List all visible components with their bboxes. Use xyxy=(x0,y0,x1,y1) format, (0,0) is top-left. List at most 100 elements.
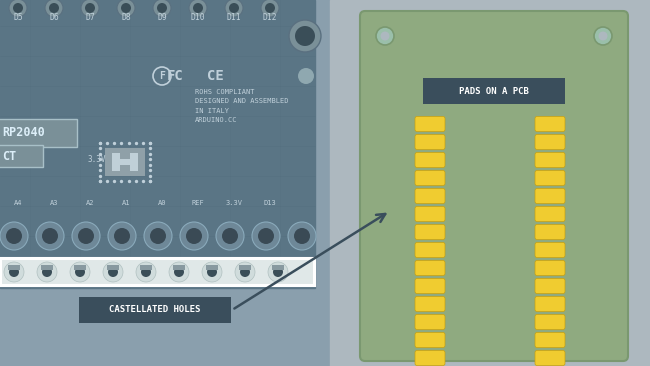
Circle shape xyxy=(216,222,244,250)
Circle shape xyxy=(42,228,58,244)
Point xyxy=(145,173,155,179)
Circle shape xyxy=(75,267,85,277)
Text: D5: D5 xyxy=(13,14,23,22)
FancyBboxPatch shape xyxy=(415,224,445,239)
Bar xyxy=(8,265,20,270)
Circle shape xyxy=(222,228,238,244)
Bar xyxy=(41,265,53,270)
Circle shape xyxy=(157,3,167,13)
FancyBboxPatch shape xyxy=(415,134,445,149)
Text: FC: FC xyxy=(166,69,183,83)
Point xyxy=(145,140,155,146)
Circle shape xyxy=(4,262,24,282)
Circle shape xyxy=(108,222,136,250)
Text: D6: D6 xyxy=(49,14,59,22)
Text: D9: D9 xyxy=(157,14,167,22)
Text: REF: REF xyxy=(192,200,204,206)
Circle shape xyxy=(376,27,394,45)
Bar xyxy=(0,0,315,288)
Point xyxy=(145,151,155,157)
Bar xyxy=(0,0,330,366)
Circle shape xyxy=(81,0,99,17)
Text: D11: D11 xyxy=(227,14,241,22)
Bar xyxy=(272,265,284,270)
Point xyxy=(138,140,148,146)
Text: D8: D8 xyxy=(121,14,131,22)
Bar xyxy=(173,265,185,270)
Circle shape xyxy=(265,3,275,13)
Circle shape xyxy=(289,20,321,52)
Point xyxy=(95,178,105,184)
FancyBboxPatch shape xyxy=(535,206,565,221)
Circle shape xyxy=(136,262,156,282)
Circle shape xyxy=(37,262,57,282)
FancyBboxPatch shape xyxy=(535,153,565,168)
FancyBboxPatch shape xyxy=(360,11,628,361)
Circle shape xyxy=(599,31,608,41)
Point xyxy=(95,178,105,184)
Bar xyxy=(239,265,251,270)
Text: A4: A4 xyxy=(14,200,22,206)
Circle shape xyxy=(121,3,131,13)
Text: CT: CT xyxy=(2,149,16,163)
Circle shape xyxy=(273,267,283,277)
Circle shape xyxy=(229,3,239,13)
Circle shape xyxy=(0,222,28,250)
Circle shape xyxy=(261,0,279,17)
FancyBboxPatch shape xyxy=(415,171,445,186)
FancyBboxPatch shape xyxy=(415,279,445,294)
Bar xyxy=(112,159,138,165)
Circle shape xyxy=(193,3,203,13)
FancyBboxPatch shape xyxy=(535,332,565,347)
FancyBboxPatch shape xyxy=(415,206,445,221)
Bar xyxy=(1,259,314,285)
Point xyxy=(102,178,112,184)
Point xyxy=(102,140,112,146)
Circle shape xyxy=(13,3,23,13)
Circle shape xyxy=(141,267,151,277)
Point xyxy=(95,173,105,179)
Bar xyxy=(130,153,138,171)
Circle shape xyxy=(240,267,250,277)
Point xyxy=(95,167,105,173)
Circle shape xyxy=(45,0,63,17)
Text: ROHS COMPLIANT
DESIGNED AND ASSEMBLED
IN ITALY
ARDUINO.CC: ROHS COMPLIANT DESIGNED AND ASSEMBLED IN… xyxy=(195,89,289,123)
Text: 3.3V: 3.3V xyxy=(88,156,107,164)
Point xyxy=(131,140,141,146)
Circle shape xyxy=(6,228,22,244)
FancyBboxPatch shape xyxy=(79,297,231,323)
Point xyxy=(109,140,120,146)
Text: D7: D7 xyxy=(85,14,95,22)
FancyBboxPatch shape xyxy=(415,351,445,366)
Circle shape xyxy=(49,3,59,13)
Point xyxy=(95,146,105,152)
Point xyxy=(95,156,105,162)
Circle shape xyxy=(252,222,280,250)
Point xyxy=(145,167,155,173)
Point xyxy=(145,156,155,162)
FancyBboxPatch shape xyxy=(415,332,445,347)
Bar xyxy=(330,0,650,366)
Text: A3: A3 xyxy=(50,200,58,206)
Circle shape xyxy=(288,222,316,250)
FancyBboxPatch shape xyxy=(535,171,565,186)
Point xyxy=(131,178,141,184)
Circle shape xyxy=(207,267,217,277)
Text: A1: A1 xyxy=(122,200,130,206)
FancyBboxPatch shape xyxy=(535,116,565,131)
Point xyxy=(145,162,155,168)
FancyBboxPatch shape xyxy=(0,119,77,147)
FancyBboxPatch shape xyxy=(415,243,445,258)
FancyBboxPatch shape xyxy=(535,243,565,258)
Point xyxy=(95,140,105,146)
Circle shape xyxy=(295,26,315,46)
Circle shape xyxy=(36,222,64,250)
FancyBboxPatch shape xyxy=(415,116,445,131)
Point xyxy=(145,178,155,184)
FancyBboxPatch shape xyxy=(535,314,565,329)
Point xyxy=(145,140,155,146)
Point xyxy=(109,178,120,184)
FancyBboxPatch shape xyxy=(535,351,565,366)
Point xyxy=(124,140,134,146)
Bar xyxy=(206,265,218,270)
